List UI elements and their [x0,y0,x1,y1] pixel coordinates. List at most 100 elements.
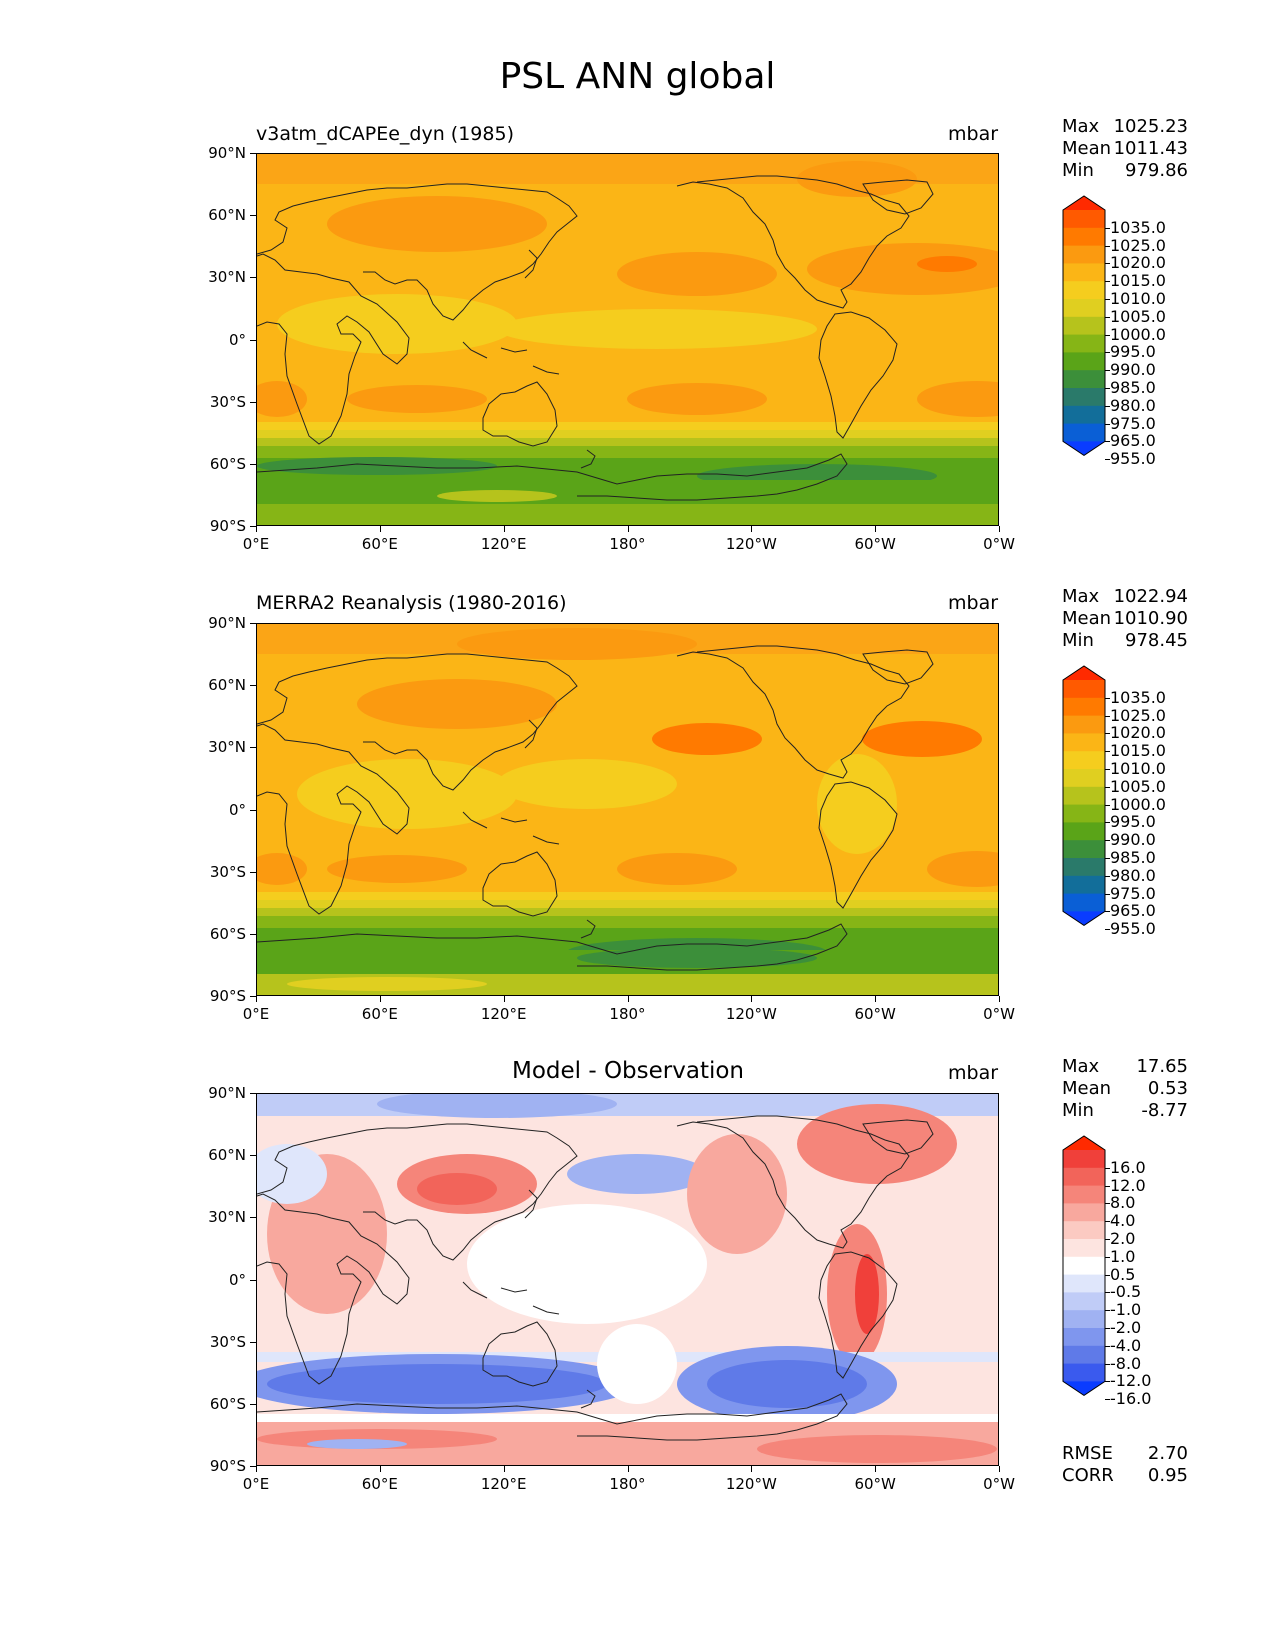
colorbar-label: 1005.0 [1110,776,1166,796]
panel1-lon-tick [256,526,257,532]
colorbar-tick [1105,1345,1110,1347]
panel1-lat-label: 60°N [208,206,246,225]
colorbar-label: 975.0 [1110,883,1156,903]
colorbar-tick [1105,334,1110,336]
panel2-max-label: Max [1062,586,1100,607]
panel3-lon-label: 60°E [361,1475,398,1493]
panel2-lon-tick [256,996,257,1002]
panel1-lon-tick [503,526,505,532]
colorbar-tick [1105,715,1110,717]
panel1-lon-tick [999,526,1000,532]
colorbar-band [1063,405,1105,425]
panel1-max-value: 1025.23 [1113,116,1188,137]
colorbar-band [1063,423,1105,442]
panel1-min-label: Min [1062,160,1094,181]
panel1-min-value: 979.86 [1125,160,1188,181]
panel3-mean-label: Mean [1062,1078,1112,1099]
colorbar-band [1063,352,1105,371]
panel2-lat-label: 0° [228,800,246,819]
panel3-lon-label: 120°W [725,1475,777,1493]
colorbar-tick [1105,769,1110,770]
panel3-min-value: -8.77 [1141,1100,1188,1121]
colorbar-label: 980.0 [1110,395,1156,415]
colorbar-tick [1105,388,1110,389]
colorbar-band [1063,1292,1105,1311]
colorbar-label: 1025.0 [1110,705,1166,725]
colorbar-label: 1000.0 [1110,794,1166,814]
panel3-map[interactable] [256,1093,999,1466]
colorbar-label: -16.0 [1110,1389,1152,1409]
panel2-lat-label: 60°S [209,924,246,943]
colorbar-label: 1000.0 [1110,324,1166,344]
panel2-mean-value: 1010.90 [1113,608,1188,629]
panel3-lon-tick [503,1466,505,1472]
colorbar-band [1063,1328,1105,1347]
colorbar-tick [1105,1239,1110,1240]
colorbar-band [1063,1239,1105,1258]
panel1-lon-label: 60°E [361,535,398,553]
colorbar-label: -0.5 [1110,1282,1142,1302]
panel1-lat-label: 90°N [208,144,246,162]
colorbar-label: -1.0 [1110,1300,1142,1320]
panel1-lat-label: 30°N [208,268,246,287]
colorbar-tick [1105,1203,1110,1205]
colorbar-label: 4.0 [1110,1211,1136,1231]
colorbar-band [1063,1203,1105,1222]
colorbar-band [1063,1185,1105,1204]
colorbar-tick [1105,423,1110,425]
colorbar-label: 1015.0 [1110,741,1166,761]
colorbar-tick [1105,1310,1110,1312]
colorbar-label: 990.0 [1110,360,1156,380]
panel2-lat-label: 30°N [208,738,246,757]
panel1-mean-value: 1011.43 [1113,138,1188,159]
panel2-lat-tick [250,747,256,749]
panel3-lon-tick [379,1466,381,1472]
colorbar-label: 995.0 [1110,812,1156,832]
panel1-title: v3atm_dCAPEe_dyn (1985) [256,123,514,145]
colorbar-tick [1105,1256,1110,1258]
panel3-lat-label: 90°N [208,1084,246,1102]
colorbar-label: 8.0 [1110,1193,1136,1213]
colorbar-tick [1105,893,1110,895]
panel3-colorbar [1062,1135,1106,1397]
colorbar-tick [1105,405,1110,407]
colorbar-label: 1035.0 [1110,217,1166,237]
colorbar-label: 1005.0 [1110,306,1166,326]
colorbar-tick [1105,352,1110,354]
colorbar-band [1063,210,1105,229]
colorbar-band [1063,1221,1105,1240]
panel3-lat-label: 30°N [208,1208,246,1227]
panel1-lon-label: 0°W [983,535,1015,553]
panel2-map[interactable] [256,623,999,996]
colorbar-extend-min [1063,441,1105,456]
panel3-lat-tick [250,1093,256,1094]
colorbar-band [1063,370,1105,389]
colorbar-label: 1025.0 [1110,235,1166,255]
colorbar-label: 16.0 [1110,1157,1146,1177]
colorbar-label: 985.0 [1110,378,1156,397]
panel2-units: mbar [948,592,999,614]
panel1-map[interactable] [256,153,999,526]
colorbar-band [1063,875,1105,895]
colorbar-band [1063,388,1105,407]
panel1-lat-tick [250,401,256,403]
panel2-lat-label: 30°S [209,862,246,881]
panel2-min-value: 978.45 [1125,630,1188,651]
panel3-lat-label: 90°S [209,1457,246,1475]
panel1-lat-label: 0° [228,330,246,349]
panel2-min-label: Min [1062,630,1094,651]
panel2-lon-tick [999,996,1000,1002]
panel3-lat-label: 30°S [209,1332,246,1351]
colorbar-tick [1105,441,1110,443]
panel2-lon-tick [627,996,629,1002]
panel3-lon-label: 0°E [242,1475,270,1493]
colorbar-label: 1020.0 [1110,723,1166,743]
colorbar-band [1063,263,1105,282]
colorbar-tick [1105,840,1110,842]
colorbar-tick [1105,459,1110,461]
colorbar-label: -8.0 [1110,1353,1142,1373]
colorbar-label: 965.0 [1110,901,1156,921]
panel2-lat-label: 90°S [209,987,246,1005]
panel3-lat-label: 60°N [208,1146,246,1165]
panel1-lat-tick [250,277,256,279]
